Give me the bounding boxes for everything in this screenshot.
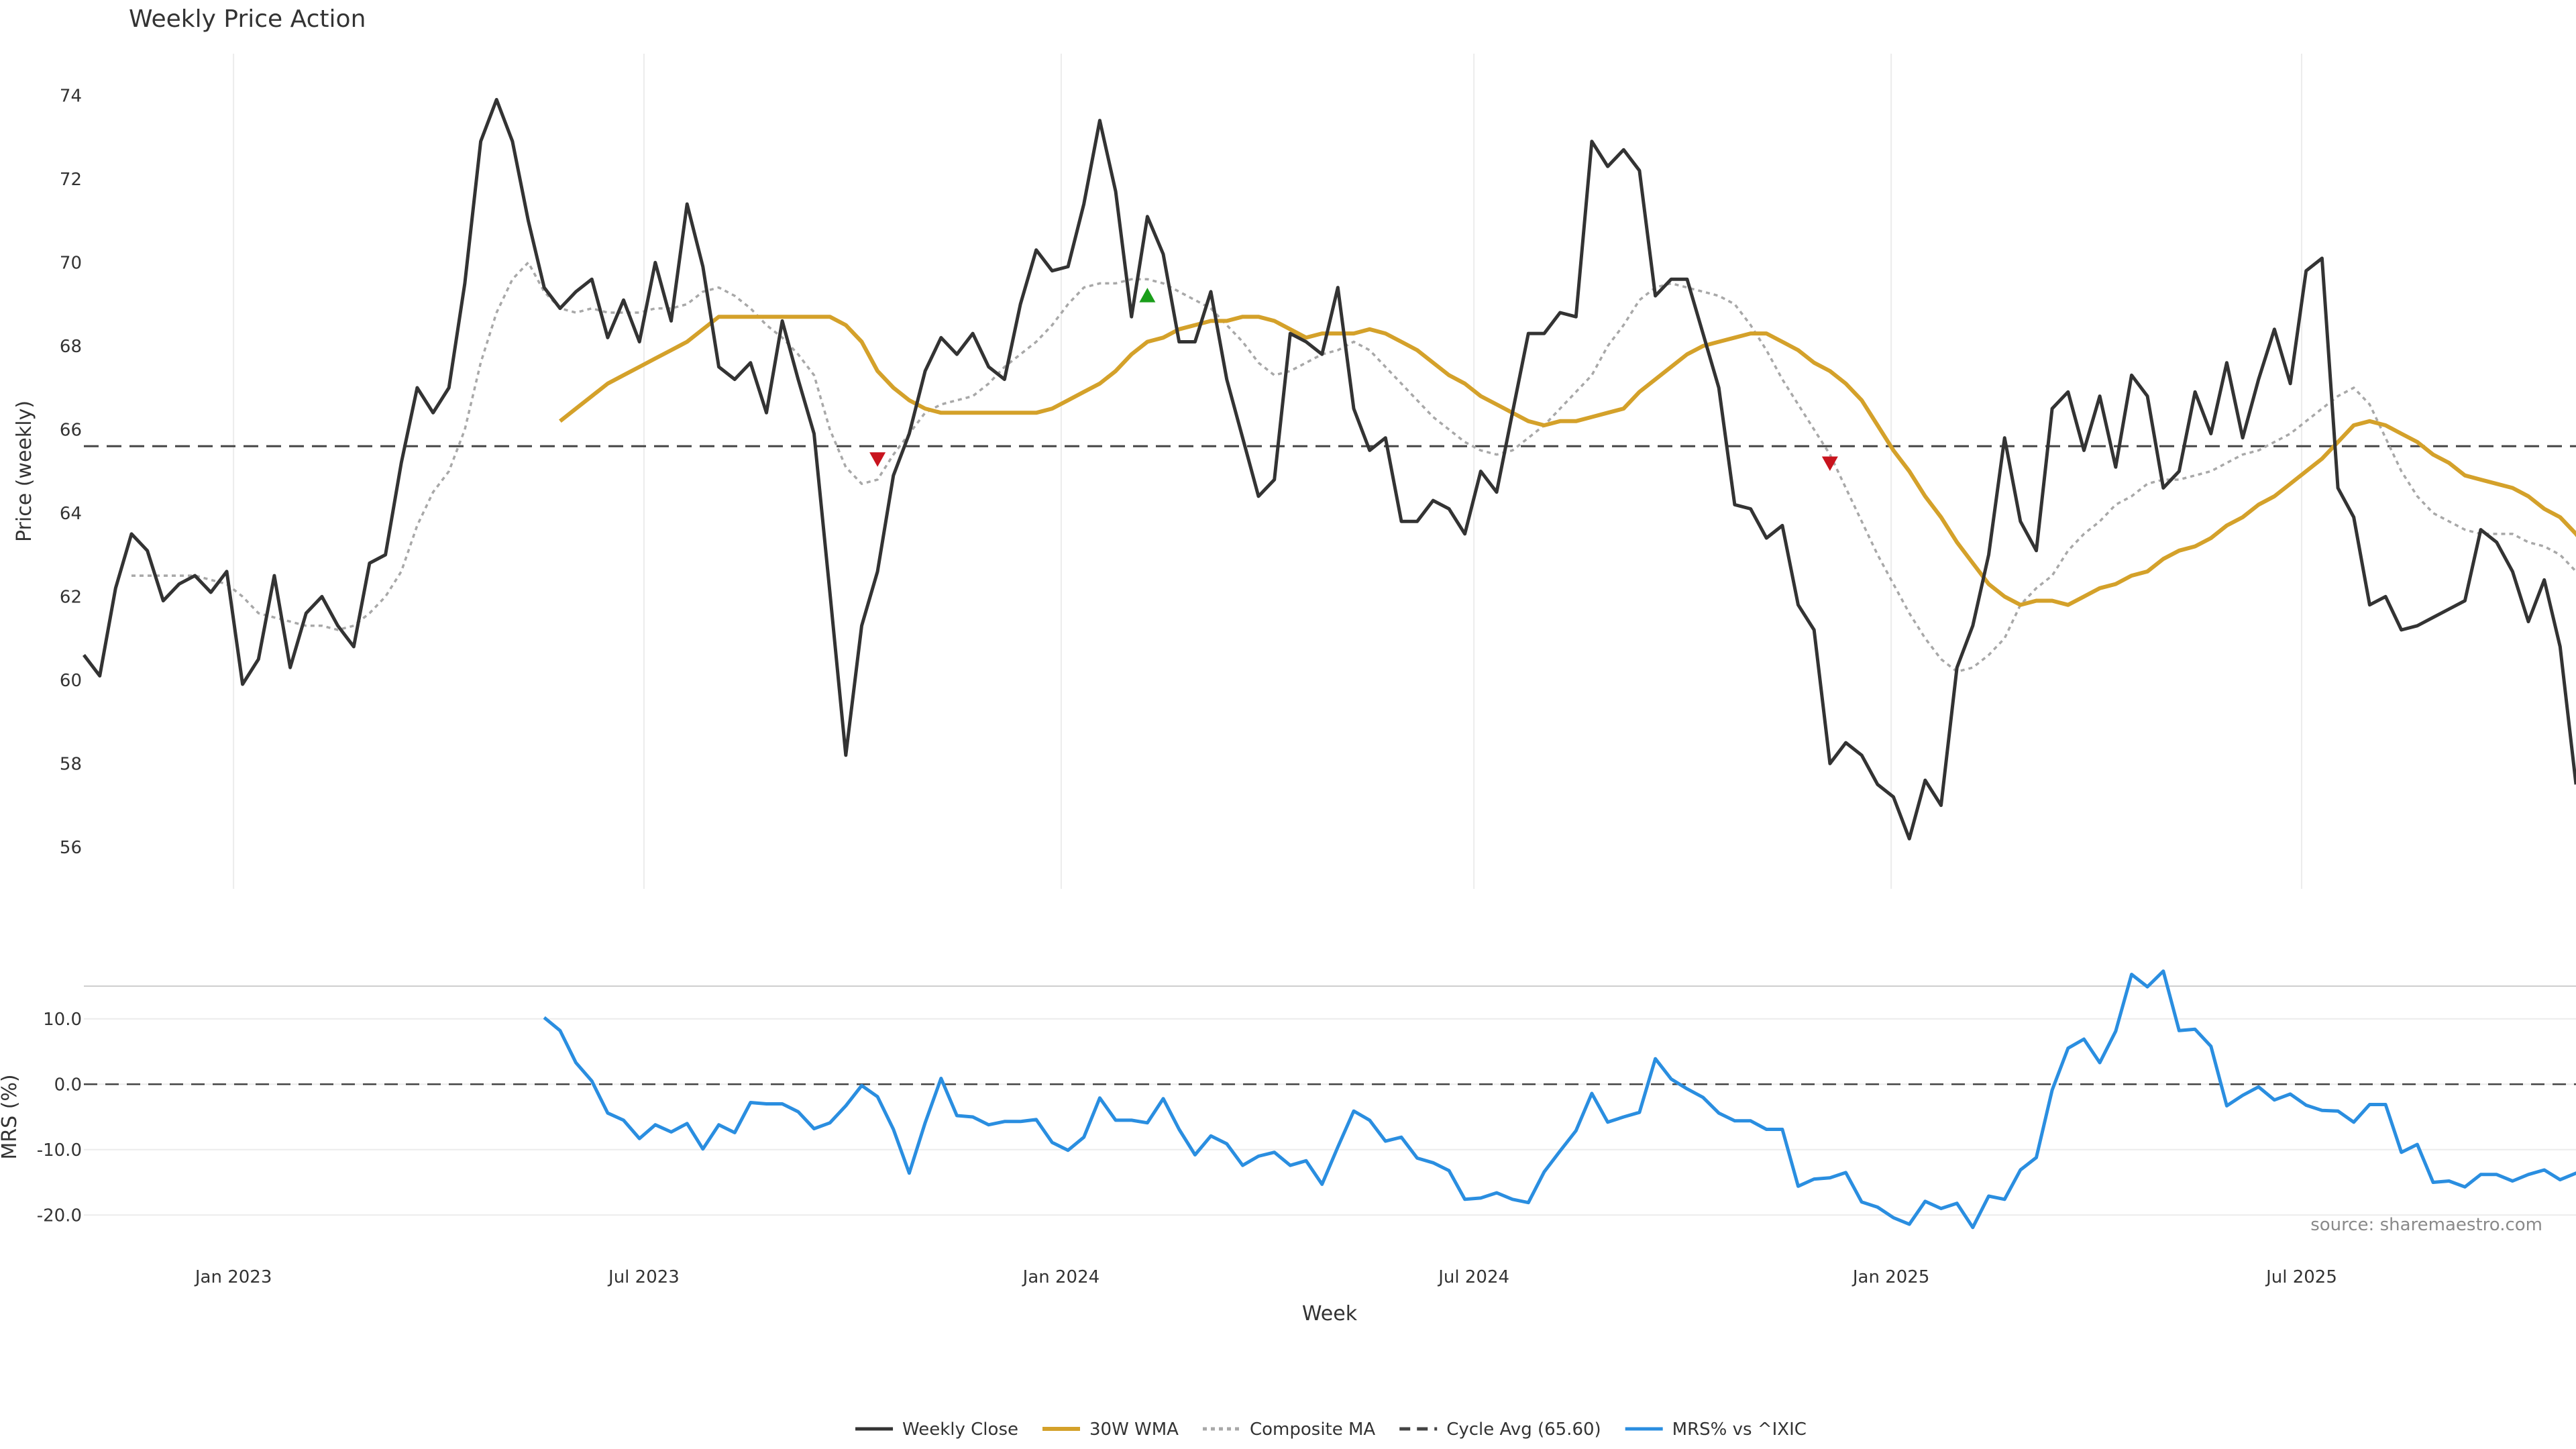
- x-tick-labels: Jan 2023 Jul 2023 Jan 2024 Jul 2024 Jan 2025…: [194, 1267, 2337, 1287]
- x-axis-label: Week: [1302, 1302, 1358, 1326]
- mrs-line: [543, 969, 2576, 1230]
- x-tick-label: Jan 2025: [1851, 1267, 1930, 1287]
- mrs-y-tick-label: -10.0: [37, 1140, 82, 1161]
- legend-item: Cycle Avg (65.60): [1399, 1419, 1601, 1440]
- price-y-tick-label: 72: [60, 170, 82, 190]
- signal-markers: [869, 288, 1838, 472]
- legend-label: 30W WMA: [1089, 1419, 1179, 1440]
- legend: Weekly Close 30W WMA Composite MA Cycle Avg…: [855, 1419, 1807, 1440]
- x-tick-label: Jul 2023: [607, 1267, 680, 1287]
- x-tick-label: Jan 2023: [194, 1267, 272, 1287]
- price-gridlines: [233, 54, 2302, 889]
- composite-ma-line: [131, 260, 2576, 674]
- wma-30w-line: [559, 315, 2576, 607]
- sell-signal-marker: [1821, 456, 1838, 472]
- mrs-y-tick-label: 10.0: [43, 1010, 82, 1030]
- x-tick-label: Jan 2024: [1022, 1267, 1100, 1287]
- price-y-axis-label: Price (weekly): [13, 400, 36, 542]
- price-y-tick-label: 66: [60, 420, 82, 440]
- legend-label: Weekly Close: [902, 1419, 1018, 1440]
- price-y-tick-label: 64: [60, 504, 82, 524]
- mrs-y-tick-labels: -20.0 -10.0 0.0 10.0: [37, 1010, 82, 1226]
- x-tick-label: Jul 2024: [1437, 1267, 1509, 1287]
- price-panel: 56 58 60 62 64 66 68 70 72 74 Price (weekly): [13, 54, 2576, 889]
- price-y-tick-label: 58: [60, 754, 82, 774]
- price-y-tick-label: 68: [60, 337, 82, 357]
- buy-signal-marker: [1139, 288, 1156, 303]
- legend-label: Cycle Avg (65.60): [1446, 1419, 1601, 1440]
- price-y-tick-label: 70: [60, 253, 82, 273]
- mrs-panel: -20.0 -10.0 0.0 10.0 MRS (%) source: sharem…: [0, 969, 2576, 1326]
- legend-item: 30W WMA: [1042, 1419, 1179, 1440]
- mrs-y-tick-label: 0.0: [54, 1075, 82, 1095]
- sell-signal-marker: [869, 452, 886, 467]
- legend-item: Composite MA: [1202, 1419, 1375, 1440]
- x-tick-label: Jul 2025: [2265, 1267, 2337, 1287]
- price-y-tick-labels: 56 58 60 62 64 66 68 70 72 74: [60, 86, 82, 858]
- price-y-tick-label: 62: [60, 587, 82, 607]
- mrs-gridlines: [84, 1018, 2576, 1216]
- chart-title: Weekly Price Action: [129, 5, 366, 33]
- weekly-close-line: [83, 98, 2576, 841]
- price-y-tick-label: 56: [60, 838, 82, 858]
- legend-item: Weekly Close: [855, 1419, 1018, 1440]
- legend-label: Composite MA: [1250, 1419, 1375, 1440]
- price-y-tick-label: 60: [60, 671, 82, 691]
- legend-item: MRS% vs ^IXIC: [1625, 1419, 1807, 1440]
- price-y-tick-label: 74: [60, 86, 82, 106]
- mrs-y-tick-label: -20.0: [37, 1205, 82, 1226]
- source-annotation: source: sharemaestro.com: [2310, 1215, 2542, 1235]
- legend-label: MRS% vs ^IXIC: [1672, 1419, 1807, 1440]
- mrs-y-axis-label: MRS (%): [0, 1074, 21, 1159]
